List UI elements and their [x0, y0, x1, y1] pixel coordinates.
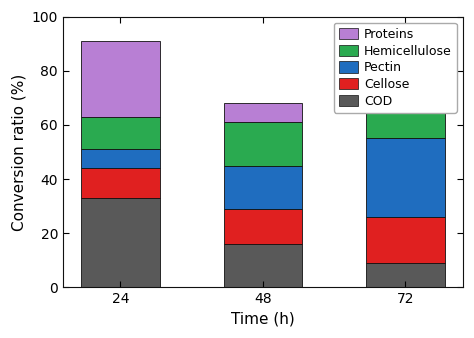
- Bar: [81, 149, 160, 168]
- Bar: [224, 209, 302, 244]
- Bar: [81, 117, 160, 149]
- Bar: [366, 263, 445, 288]
- Bar: [366, 79, 445, 139]
- Bar: [366, 217, 445, 263]
- X-axis label: Time (h): Time (h): [231, 312, 295, 327]
- Bar: [224, 244, 302, 288]
- Bar: [366, 139, 445, 217]
- Bar: [81, 168, 160, 198]
- Bar: [366, 63, 445, 79]
- Bar: [81, 198, 160, 288]
- Bar: [224, 103, 302, 122]
- Bar: [224, 166, 302, 209]
- Legend: Proteins, Hemicellulose, Pectin, Cellose, COD: Proteins, Hemicellulose, Pectin, Cellose…: [334, 23, 456, 113]
- Bar: [81, 41, 160, 117]
- Y-axis label: Conversion ratio (%): Conversion ratio (%): [11, 73, 26, 231]
- Bar: [224, 122, 302, 166]
